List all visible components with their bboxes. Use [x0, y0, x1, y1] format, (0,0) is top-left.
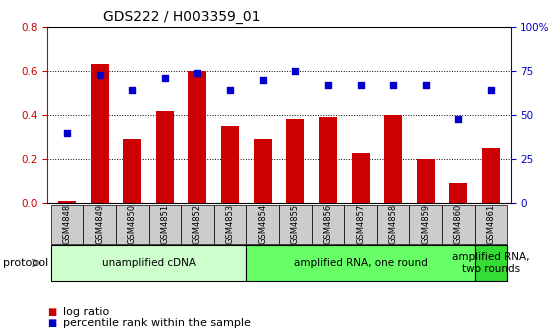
Bar [384, 115, 402, 203]
Bar [116, 205, 148, 244]
Bar [123, 139, 141, 203]
Bar [247, 205, 279, 244]
Bar [51, 245, 247, 281]
Text: ■: ■ [47, 307, 57, 318]
Text: GSM4860: GSM4860 [454, 204, 463, 244]
Text: GDS222 / H003359_01: GDS222 / H003359_01 [103, 10, 261, 25]
Text: GSM4858: GSM4858 [389, 204, 398, 244]
Point [95, 72, 104, 77]
Point [389, 82, 398, 88]
Point [258, 77, 267, 83]
Bar [83, 205, 116, 244]
Bar [442, 205, 475, 244]
Bar [181, 205, 214, 244]
Text: GSM4851: GSM4851 [160, 204, 169, 244]
Text: GSM4852: GSM4852 [193, 204, 202, 244]
Text: log ratio: log ratio [63, 307, 109, 318]
Point [454, 116, 463, 121]
Bar [279, 205, 311, 244]
Bar [377, 205, 410, 244]
Bar [352, 153, 369, 203]
Bar [254, 139, 272, 203]
Text: GSM4857: GSM4857 [356, 204, 365, 244]
Point [62, 130, 71, 135]
Bar [475, 205, 507, 244]
Text: percentile rank within the sample: percentile rank within the sample [63, 318, 251, 328]
Text: GSM4850: GSM4850 [128, 204, 137, 244]
Text: amplified RNA, one round: amplified RNA, one round [294, 258, 427, 268]
Bar [417, 159, 435, 203]
Point [356, 82, 365, 88]
Bar [148, 205, 181, 244]
Bar [51, 205, 83, 244]
Point [421, 82, 430, 88]
Text: amplified RNA,
two rounds: amplified RNA, two rounds [452, 252, 530, 274]
Bar [410, 205, 442, 244]
Point [324, 82, 333, 88]
Text: GSM4861: GSM4861 [487, 204, 496, 244]
Point [128, 88, 137, 93]
Text: protocol: protocol [3, 258, 48, 268]
Text: ■: ■ [47, 318, 57, 328]
Bar [311, 205, 344, 244]
Bar [58, 201, 76, 203]
Point [160, 75, 169, 81]
Text: GSM4855: GSM4855 [291, 204, 300, 244]
Text: GSM4859: GSM4859 [421, 204, 430, 244]
Text: GSM4856: GSM4856 [324, 204, 333, 244]
Text: GSM4849: GSM4849 [95, 204, 104, 244]
Bar [449, 183, 468, 203]
Bar [344, 205, 377, 244]
Bar [319, 117, 337, 203]
Text: GSM4848: GSM4848 [62, 204, 71, 244]
Bar [90, 65, 109, 203]
Bar [189, 71, 206, 203]
Text: GSM4854: GSM4854 [258, 204, 267, 244]
Bar [247, 245, 475, 281]
Point [193, 70, 202, 76]
Bar [482, 148, 500, 203]
Text: unamplified cDNA: unamplified cDNA [102, 258, 195, 268]
Bar [156, 111, 174, 203]
Point [291, 68, 300, 74]
Bar [286, 120, 304, 203]
Bar [475, 245, 507, 281]
Text: GSM4853: GSM4853 [225, 204, 234, 244]
Point [225, 88, 234, 93]
Bar [214, 205, 247, 244]
Point [487, 88, 496, 93]
Bar [221, 126, 239, 203]
